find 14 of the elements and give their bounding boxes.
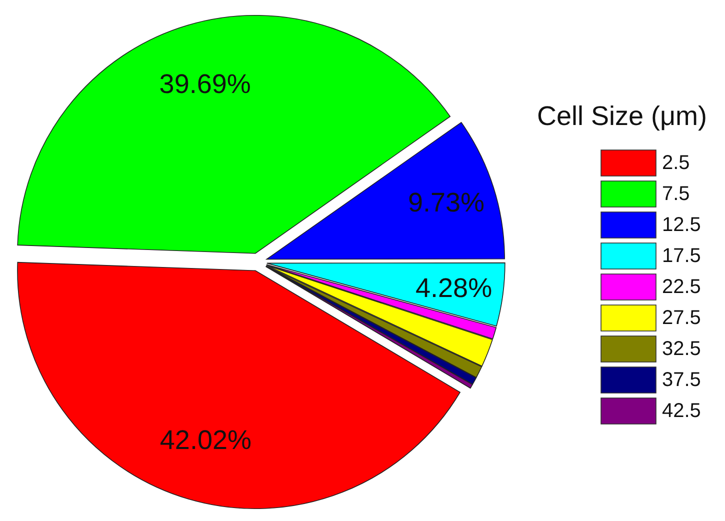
legend-label: 7.5 (662, 183, 690, 205)
legend-label: 32.5 (662, 338, 701, 360)
legend-label: 2.5 (662, 152, 690, 174)
data-label: 39.69% (159, 69, 251, 100)
data-label: 9.73% (408, 187, 485, 218)
data-label: 42.02% (160, 425, 252, 456)
legend-label: 27.5 (662, 307, 701, 329)
legend-label: 22.5 (662, 276, 701, 298)
legend-label: 12.5 (662, 214, 701, 236)
legend-title: Cell Size (μm) (536, 101, 708, 131)
legend-label: 37.5 (662, 369, 701, 391)
data-label: 4.28% (416, 273, 492, 304)
legend-label: 42.5 (662, 400, 701, 422)
legend-label: 17.5 (662, 245, 701, 267)
